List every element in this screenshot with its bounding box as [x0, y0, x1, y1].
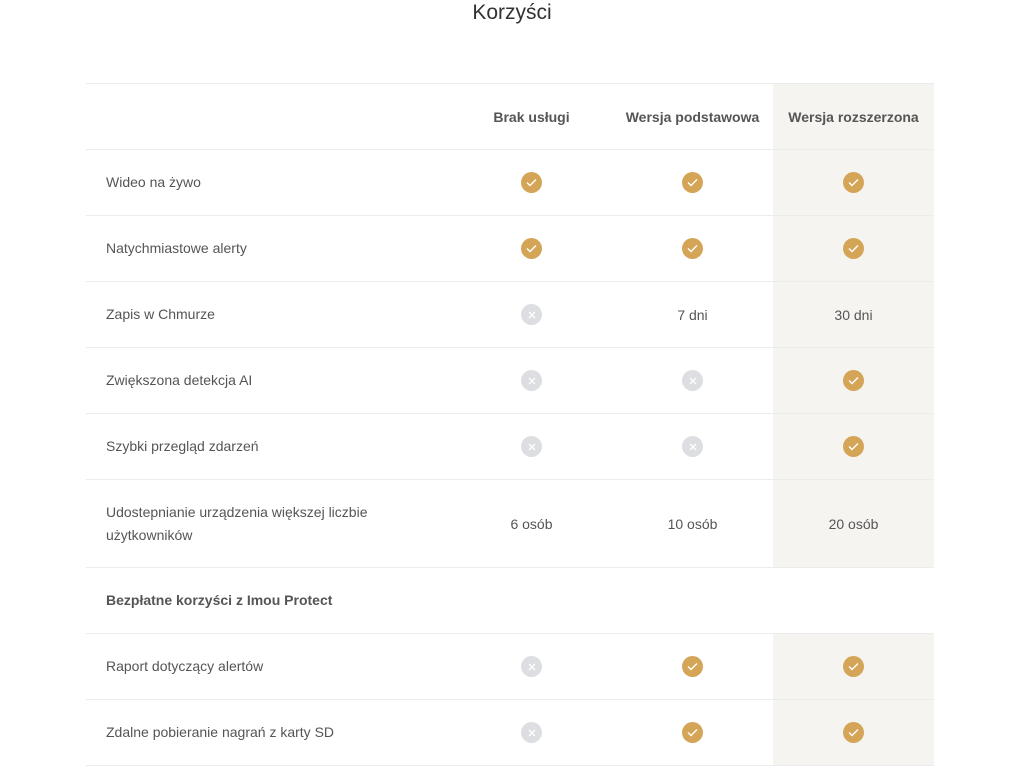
cross-icon — [521, 436, 542, 457]
cross-icon — [682, 370, 703, 391]
value-cell — [612, 414, 773, 479]
check-icon — [843, 172, 864, 193]
check-icon — [843, 370, 864, 391]
check-icon — [682, 656, 703, 677]
table-row: Zdalne pobieranie nagrań z karty SD — [86, 699, 934, 766]
check-icon — [682, 172, 703, 193]
value-cell: 6 osób — [510, 515, 553, 532]
check-icon — [521, 172, 542, 193]
cross-icon — [682, 436, 703, 457]
value-cell: 7 dni — [677, 306, 708, 323]
value-cell — [773, 150, 934, 215]
value-cell — [773, 568, 934, 633]
check-icon — [682, 238, 703, 259]
feature-label: Bezpłatne korzyści z Imou Protect — [106, 592, 333, 608]
cross-icon — [521, 304, 542, 325]
feature-label: Natychmiastowe alerty — [106, 240, 247, 256]
value-cell — [773, 348, 934, 413]
check-icon — [682, 722, 703, 743]
feature-label: Szybki przegląd zdarzeń — [106, 438, 259, 454]
value-cell — [773, 414, 934, 479]
cross-icon — [521, 370, 542, 391]
check-icon — [843, 436, 864, 457]
cross-icon — [521, 722, 542, 743]
check-icon — [843, 656, 864, 677]
value-cell — [612, 568, 773, 633]
table-header: Brak usługi Wersja podstawowa Wersja roz… — [86, 83, 934, 149]
table-row: Natychmiastowe alerty — [86, 215, 934, 281]
feature-label: Raport dotyczący alertów — [106, 658, 264, 674]
value-cell — [612, 700, 773, 765]
value-cell: 20 osób — [773, 480, 934, 567]
cross-icon — [521, 656, 542, 677]
value-cell — [451, 348, 612, 413]
value-cell: 30 dni — [773, 282, 934, 347]
feature-label: Zwiększona detekcja AI — [106, 372, 253, 388]
value-cell — [612, 634, 773, 699]
feature-label: Zapis w Chmurze — [106, 306, 215, 322]
check-icon — [521, 238, 542, 259]
value-cell — [451, 150, 612, 215]
value-cell — [612, 348, 773, 413]
check-icon — [843, 238, 864, 259]
check-icon — [843, 722, 864, 743]
value-cell — [773, 634, 934, 699]
table-row: Raport dotyczący alertów — [86, 633, 934, 699]
table-row: Zwiększona detekcja AI — [86, 347, 934, 413]
table-row: Wideo na żywo — [86, 149, 934, 215]
table-row: Szybki przegląd zdarzeń — [86, 413, 934, 479]
value-cell — [451, 634, 612, 699]
value-cell — [451, 568, 612, 633]
value-cell — [773, 700, 934, 765]
column-header: Brak usługi — [493, 108, 570, 125]
section-row: Bezpłatne korzyści z Imou Protect — [86, 567, 934, 633]
value-cell — [612, 150, 773, 215]
table-row: Udostepnianie urządzenia większej liczbi… — [86, 479, 934, 567]
feature-label: Wideo na żywo — [106, 174, 201, 190]
value-cell — [773, 216, 934, 281]
column-header: Wersja rozszerzona — [773, 84, 934, 149]
page-title: Korzyści — [472, 1, 552, 24]
value-cell — [451, 282, 612, 347]
comparison-table: Brak usługi Wersja podstawowa Wersja roz… — [86, 83, 934, 766]
table-row: Zapis w Chmurze 7 dni 30 dni — [86, 281, 934, 347]
value-cell — [612, 216, 773, 281]
value-cell — [451, 700, 612, 765]
column-header: Wersja podstawowa — [625, 108, 760, 125]
value-cell — [451, 414, 612, 479]
feature-label: Zdalne pobieranie nagrań z karty SD — [106, 724, 335, 740]
value-cell: 10 osób — [667, 515, 718, 532]
feature-label: Udostepnianie urządzenia większej liczbi… — [106, 503, 368, 543]
value-cell — [451, 216, 612, 281]
